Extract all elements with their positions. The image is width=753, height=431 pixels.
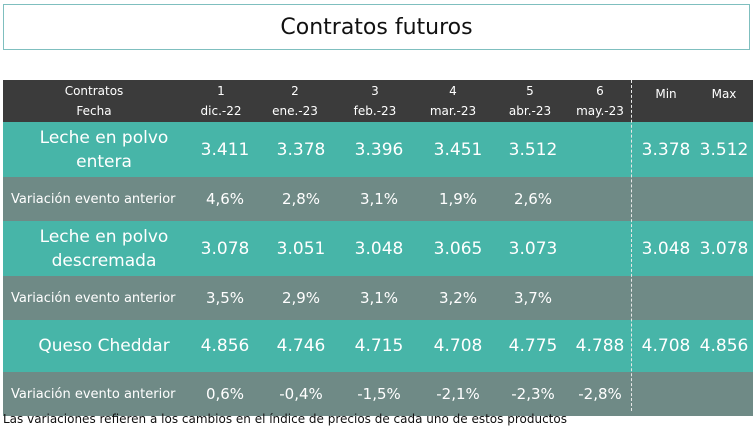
header-contract-6: 6 may.-23 bbox=[563, 80, 637, 122]
min-cell: 3.378 bbox=[641, 139, 691, 160]
contract-date: dic.-22 bbox=[200, 104, 242, 118]
value-cell: 3.051 bbox=[276, 238, 326, 259]
value-cell bbox=[561, 221, 639, 276]
min-max-divider bbox=[631, 80, 632, 411]
value-cell: -1,5% bbox=[357, 385, 401, 403]
contract-date: ene.-23 bbox=[272, 104, 318, 118]
row-label-line: Leche en polvo bbox=[39, 127, 169, 148]
max-cell: 3.512 bbox=[699, 139, 749, 160]
header-min: Min bbox=[655, 87, 677, 101]
table-row-variacion-entera: Variación evento anterior 4,6% 2,8% 3,1%… bbox=[3, 177, 753, 221]
row-label: Variación evento anterior bbox=[11, 290, 176, 306]
value-cell: 1,9% bbox=[438, 190, 478, 208]
value-cell: 4.856 bbox=[200, 336, 250, 356]
min-cell: 3.048 bbox=[641, 238, 691, 259]
min-cell: 4.708 bbox=[641, 336, 691, 356]
value-cell: 2,6% bbox=[513, 190, 553, 208]
header-contract-5: 5 abr.-23 bbox=[491, 80, 569, 122]
value-cell: 0,6% bbox=[205, 385, 245, 403]
table-row-queso-cheddar: Queso Cheddar 4.856 4.746 4.715 4.708 4.… bbox=[3, 320, 753, 372]
row-label: Leche en polvo entera bbox=[3, 122, 205, 177]
max-cell bbox=[695, 372, 753, 416]
value-cell: -0,4% bbox=[279, 385, 323, 403]
max-cell: 4.856 bbox=[699, 336, 749, 356]
value-cell: 3.451 bbox=[433, 139, 483, 160]
value-cell: 4.746 bbox=[276, 336, 326, 356]
value-cell: 2,8% bbox=[281, 190, 321, 208]
table-row-variacion-cheddar: Variación evento anterior 0,6% -0,4% -1,… bbox=[3, 372, 753, 416]
header-contracts-label: Contratos bbox=[64, 84, 124, 98]
contract-date: may.-23 bbox=[576, 104, 624, 118]
contract-date: abr.-23 bbox=[508, 104, 552, 118]
contract-number: 3 bbox=[371, 84, 379, 98]
value-cell: 3,5% bbox=[205, 289, 245, 307]
contract-number: 1 bbox=[217, 84, 225, 98]
value-cell: 3.378 bbox=[276, 139, 326, 160]
value-cell: -2,8% bbox=[578, 385, 622, 403]
header-label-cell: Contratos Fecha bbox=[3, 80, 185, 122]
max-cell bbox=[695, 177, 753, 221]
row-label: Variación evento anterior bbox=[11, 191, 176, 207]
row-label-line: descremada bbox=[51, 250, 157, 271]
table-title: Contratos futuros bbox=[3, 4, 750, 50]
header-contract-4: 4 mar.-23 bbox=[413, 80, 493, 122]
min-cell bbox=[637, 372, 695, 416]
row-label: Queso Cheddar bbox=[38, 336, 170, 356]
value-cell: 3,2% bbox=[438, 289, 478, 307]
value-cell: 3.048 bbox=[354, 238, 404, 259]
table-row-variacion-descremada: Variación evento anterior 3,5% 2,9% 3,1%… bbox=[3, 276, 753, 320]
value-cell: -2,3% bbox=[511, 385, 555, 403]
contract-number: 5 bbox=[526, 84, 534, 98]
header-contract-3: 3 feb.-23 bbox=[335, 80, 415, 122]
value-cell bbox=[561, 177, 639, 221]
value-cell: 3.396 bbox=[354, 139, 404, 160]
value-cell: 4.775 bbox=[508, 336, 558, 356]
value-cell: 4.788 bbox=[575, 336, 625, 356]
value-cell: 3,1% bbox=[359, 190, 399, 208]
contract-number: 6 bbox=[596, 84, 604, 98]
header-row: Contratos Fecha 1 dic.-22 2 ene.-23 3 feb.-… bbox=[3, 80, 753, 122]
max-cell: 3.078 bbox=[699, 238, 749, 259]
contract-date: feb.-23 bbox=[353, 104, 397, 118]
max-cell bbox=[695, 276, 753, 320]
value-cell: 3.078 bbox=[200, 238, 250, 259]
futures-table: Contratos Fecha 1 dic.-22 2 ene.-23 3 feb.-… bbox=[3, 80, 753, 416]
value-cell bbox=[561, 122, 639, 177]
contract-number: 2 bbox=[291, 84, 299, 98]
value-cell: 3.065 bbox=[433, 238, 483, 259]
footnote: Las variaciones refieren a los cambios e… bbox=[3, 412, 567, 426]
value-cell: -2,1% bbox=[436, 385, 480, 403]
contract-number: 4 bbox=[449, 84, 457, 98]
row-label: Leche en polvo descremada bbox=[3, 221, 205, 276]
header-contract-2: 2 ene.-23 bbox=[255, 80, 335, 122]
header-contract-1: 1 dic.-22 bbox=[181, 80, 261, 122]
value-cell: 4.708 bbox=[433, 336, 483, 356]
header-date-label: Fecha bbox=[76, 104, 112, 118]
value-cell: 3.073 bbox=[508, 238, 558, 259]
value-cell: 3,1% bbox=[359, 289, 399, 307]
value-cell bbox=[561, 276, 639, 320]
row-label-line: entera bbox=[76, 151, 132, 172]
value-cell: 4.715 bbox=[354, 336, 404, 356]
table-row-leche-descremada: Leche en polvo descremada 3.078 3.051 3.… bbox=[3, 221, 753, 276]
value-cell: 4,6% bbox=[205, 190, 245, 208]
min-cell bbox=[637, 276, 695, 320]
value-cell: 3.512 bbox=[508, 139, 558, 160]
value-cell: 3.411 bbox=[200, 139, 250, 160]
table-row-leche-entera: Leche en polvo entera 3.411 3.378 3.396 … bbox=[3, 122, 753, 177]
row-label-line: Leche en polvo bbox=[39, 226, 169, 247]
value-cell: 2,9% bbox=[281, 289, 321, 307]
min-cell bbox=[637, 177, 695, 221]
value-cell: 3,7% bbox=[513, 289, 553, 307]
contract-date: mar.-23 bbox=[429, 104, 477, 118]
header-max: Max bbox=[711, 87, 737, 101]
row-label: Variación evento anterior bbox=[11, 386, 176, 402]
